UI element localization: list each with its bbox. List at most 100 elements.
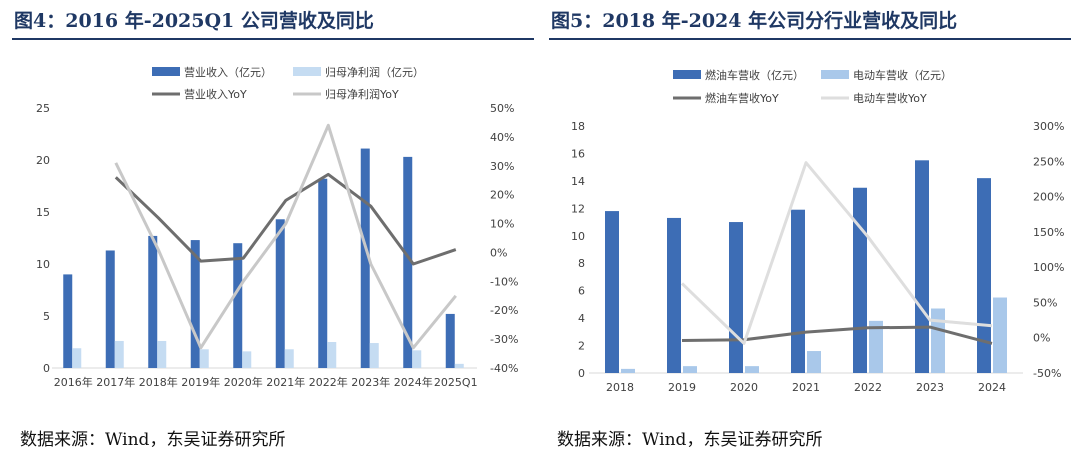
bar-primary [148, 235, 158, 368]
line-series-secondary [114, 123, 457, 350]
title-underline [549, 38, 1071, 40]
bar-secondary [157, 340, 167, 368]
legend-label: 电动车营收（亿元） [853, 68, 952, 82]
y-left-tick-label: 10 [36, 258, 50, 271]
x-tick-label: 2025Q1 [434, 376, 478, 389]
y-left-tick-label: 15 [36, 206, 50, 219]
legend-label: 燃油车营收YoY [705, 91, 779, 105]
y-right-tick-label: 20% [490, 189, 514, 202]
bar-primary [445, 313, 455, 368]
bar-primary [275, 219, 285, 368]
x-tick-label: 2019 [668, 381, 696, 394]
y-right-tick-label: 10% [490, 218, 514, 231]
y-left-tick-label: 6 [578, 285, 585, 298]
bar-secondary [72, 348, 82, 368]
chart-area: 0 5 10 15 20 25 -40% -30% -20% -10% 0% 10% 20% 30% 40%… [12, 42, 534, 410]
bar-secondary [284, 349, 294, 368]
bar-secondary [114, 340, 124, 368]
y-left-tick-label: 8 [578, 257, 585, 270]
y-left-tick-label: 0 [578, 367, 585, 380]
legend-swatch [673, 70, 701, 79]
y-right-tick-label: 50% [490, 102, 514, 115]
x-tick-label: 2024年 [394, 375, 433, 389]
combo-chart: 0 2 4 6 8 10 12 14 16 18 -50% 0% 50% 100% 150% 200% 250%… [571, 68, 1064, 394]
y-left-tick-label: 25 [36, 102, 50, 115]
bar-primary [105, 250, 115, 368]
bar-secondary [683, 366, 697, 373]
y-left-tick-label: 4 [578, 312, 585, 325]
y-right-tick-label: -20% [490, 304, 518, 317]
x-tick-label: 2018年 [139, 375, 178, 389]
y-left-tick-label: 0 [43, 362, 50, 375]
bar-secondary [242, 351, 252, 368]
bar-secondary [621, 368, 635, 373]
chart-title: 图5：2018 年-2024 年公司分行业营收及同比 [551, 10, 958, 32]
y-left-tick-label: 10 [571, 230, 585, 243]
line-series-secondary [680, 161, 993, 345]
y-right-tick-label: -10% [490, 275, 518, 288]
x-tick-label: 2021年 [266, 375, 305, 389]
y-left-tick-label: 12 [571, 202, 585, 215]
chart-panel-right: 图5：2018 年-2024 年公司分行业营收及同比 0 2 4 6 8 10 12 14 16… [545, 0, 1073, 462]
combo-chart: 0 5 10 15 20 25 -40% -30% -20% -10% 0% 10% 20% 30% 40%… [36, 65, 518, 389]
bar-secondary [807, 351, 821, 373]
y-right-tick-label: -40% [490, 362, 518, 375]
legend-swatch [821, 70, 849, 79]
chart-panel-left: 图4：2016 年-2025Q1 公司营收及同比 0 5 10 15 20 25 -40% -… [8, 0, 536, 462]
legend-label: 燃油车营收（亿元） [705, 68, 804, 82]
source-note: 数据来源：Wind，东吴证券研究所 [20, 430, 286, 450]
bar-secondary [327, 342, 337, 368]
bar-secondary [869, 320, 883, 373]
bar-primary [853, 187, 867, 373]
chart-area: 0 2 4 6 8 10 12 14 16 18 -50% 0% 50% 100% 150% 200% 250%… [549, 42, 1071, 410]
y-left-tick-label: 16 [571, 147, 585, 160]
y-right-tick-label: 200% [1033, 191, 1064, 204]
bar-primary [915, 160, 929, 373]
bar-secondary [412, 350, 422, 368]
line-series-primary [114, 172, 457, 266]
bar-secondary [369, 343, 379, 368]
y-right-tick-label: 0% [490, 246, 507, 259]
y-left-tick-label: 5 [43, 310, 50, 323]
y-right-tick-label: 150% [1033, 226, 1064, 239]
bar-secondary [993, 297, 1007, 373]
x-tick-label: 2022年 [309, 375, 348, 389]
x-tick-label: 2016年 [54, 375, 93, 389]
x-tick-label: 2019年 [181, 375, 220, 389]
x-tick-label: 2022 [854, 381, 882, 394]
legend-label: 归母净利润（亿元） [325, 65, 424, 79]
x-tick-label: 2017年 [96, 375, 135, 389]
y-left-tick-label: 18 [571, 120, 585, 133]
y-right-tick-label: 0% [1033, 332, 1050, 345]
bar-primary [318, 178, 328, 368]
y-left-tick-label: 2 [578, 340, 585, 353]
y-right-tick-label: 40% [490, 131, 514, 144]
y-right-tick-label: 100% [1033, 261, 1064, 274]
bar-secondary [454, 363, 464, 368]
bar-primary [360, 148, 370, 368]
y-right-tick-label: -30% [490, 333, 518, 346]
bar-secondary [745, 366, 759, 373]
bar-secondary [931, 308, 945, 373]
source-note: 数据来源：Wind，东吴证券研究所 [557, 430, 823, 450]
bar-primary [791, 209, 805, 373]
x-tick-label: 2023年 [351, 375, 390, 389]
line-series-primary [681, 325, 993, 345]
x-tick-label: 2024 [978, 381, 1006, 394]
y-right-tick-label: 250% [1033, 155, 1064, 168]
legend-label: 营业收入YoY [184, 87, 247, 101]
y-right-tick-label: 50% [1033, 296, 1057, 309]
title-underline [12, 38, 534, 40]
legend-swatch [293, 67, 321, 76]
x-tick-label: 2023 [916, 381, 944, 394]
x-tick-label: 2020年 [224, 375, 263, 389]
legend-label: 归母净利润YoY [325, 87, 399, 101]
x-tick-label: 2020 [730, 381, 758, 394]
legend-label: 营业收入（亿元） [184, 65, 272, 79]
legend-swatch [152, 67, 180, 76]
bar-primary [233, 243, 243, 368]
bar-secondary [199, 349, 209, 368]
bar-primary [63, 274, 73, 368]
bar-primary [729, 222, 743, 373]
y-right-tick-label: 300% [1033, 120, 1064, 133]
